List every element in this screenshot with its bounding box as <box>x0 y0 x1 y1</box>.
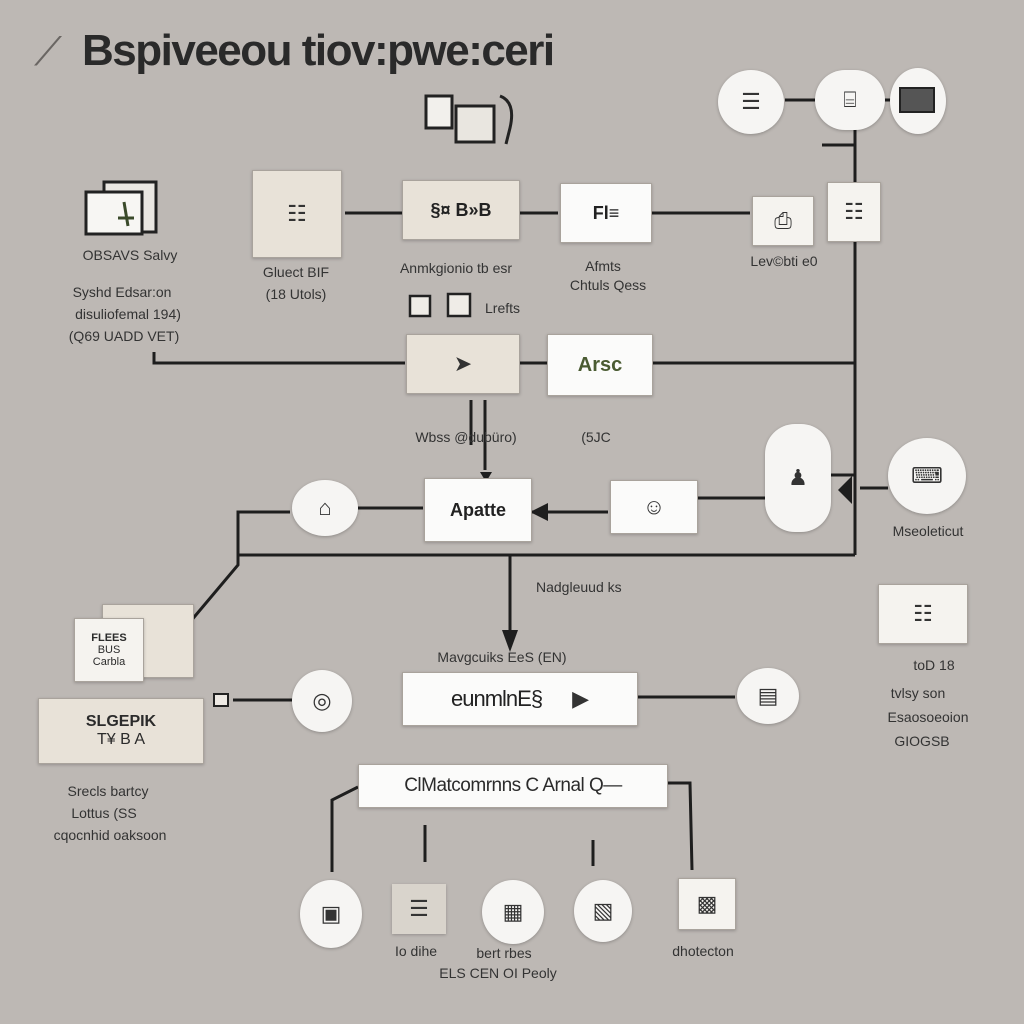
small-document-icons <box>408 292 474 318</box>
box-top-center[interactable]: §¤ B»B <box>402 180 520 240</box>
box-top-center-caption: Anmkgionio tb esr <box>399 260 513 276</box>
document-stack-icon: ☷ <box>287 201 307 226</box>
box-user-node[interactable]: ☺ <box>610 480 698 534</box>
box-top-right[interactable]: Fl≡ <box>560 183 652 243</box>
doc-stack-caption-line2: (18 Utols) <box>265 286 327 302</box>
left-beige-line3: Carbla <box>92 656 126 668</box>
node-bottom-3[interactable]: ▦ <box>482 880 544 944</box>
printer-node[interactable]: ⎙ <box>752 196 814 246</box>
bottom-caption-right: dhotecton <box>672 943 734 959</box>
server-node[interactable]: ☷ <box>827 182 881 242</box>
node-laptop[interactable]: ⌂ <box>292 480 358 536</box>
bottom-caption-left: Io dihe <box>394 943 438 959</box>
folder-icon <box>84 180 160 238</box>
right-cluster-caption-3: Esaosoeoion <box>887 709 969 725</box>
mid-right-caption: (5JC <box>581 429 611 445</box>
wide-bar-text: ClMatcomrnns C Arnal Q— <box>404 775 622 796</box>
node-camera[interactable]: ◎ <box>292 670 352 732</box>
printer-icon: ⎙ <box>774 208 792 233</box>
diagram-title: Bspiveeou tiov:pwe:ceri <box>82 26 555 75</box>
wide-bar[interactable]: ClMatcomrnns C Arnal Q— <box>358 764 668 808</box>
bottom-box-caption: Mavgcuiks EeS (EN) <box>437 649 567 665</box>
workstation-icon: ⌨ <box>911 463 943 488</box>
right-cluster-caption-4: GIOGSB <box>894 733 950 749</box>
bottom-caption-middle-2: ELS CEN OI Peoly <box>439 965 557 981</box>
center-box-text: Apatte <box>449 499 506 520</box>
bottom-box-text: eunmlnE§ <box>451 686 543 711</box>
box-mid-right-text: Arsc <box>577 353 623 376</box>
left-bottom-caption-2: Lottus (SS <box>71 805 137 821</box>
display-icon: ▣ <box>320 901 342 926</box>
bottom-box[interactable]: eunmlnE§ ▶ <box>402 672 638 726</box>
network-icon: ☷ <box>913 601 933 626</box>
box-mid-right[interactable]: Arsc <box>547 334 653 396</box>
right-cluster-caption-1: toD 18 <box>913 657 955 673</box>
box-top-right-text: Fl≡ <box>592 202 620 223</box>
folder-caption: OBSAVS Salvy <box>82 247 178 263</box>
printer-caption: Lev©bti e0 <box>750 253 818 269</box>
box-top-center-text: §¤ B»B <box>430 199 492 220</box>
monitor-icon: ☰ <box>741 89 761 114</box>
left-banner-line1: SLGEPIK <box>85 713 157 730</box>
node-bottom-5[interactable]: ▩ <box>678 878 736 930</box>
left-beige-line1: FLEES <box>91 632 127 644</box>
box-arrow-node[interactable]: ➤ <box>406 334 520 394</box>
left-banner[interactable]: SLGEPIK T¥ B A <box>38 698 204 764</box>
server-rack-icon: ☷ <box>844 199 864 224</box>
vertical-caption: Nadgleuud ks <box>536 579 622 595</box>
box-top-right-caption-line2: Chtuls Qess <box>569 277 647 293</box>
mid-left-caption: Wbss @dubüro) <box>415 429 517 445</box>
left-caption-line1: Syshd Edsar:on <box>72 284 172 300</box>
left-beige-card[interactable]: FLEES BUS Carbla <box>74 618 144 682</box>
left-bottom-caption-1: Srecls bartcy <box>67 783 149 799</box>
node-person[interactable]: ♟ <box>765 424 831 532</box>
node-monitor-right[interactable] <box>890 68 946 134</box>
right-cluster-node[interactable]: ☷ <box>878 584 968 644</box>
tablet-icon: ▧ <box>592 898 614 923</box>
archive-icon: ▩ <box>696 891 718 916</box>
document-icon <box>420 88 520 150</box>
right-mid-caption: Mseoleticut <box>892 523 964 539</box>
play-icon: ▶ <box>572 686 589 711</box>
router-icon: ▦ <box>502 899 524 924</box>
laptop-icon: ⌂ <box>318 495 332 520</box>
node-monitor-middle[interactable]: ⌸ <box>815 70 885 130</box>
bottom-caption-middle-1: bert rbes <box>476 945 532 961</box>
left-caption-line2: disuliofemal 194) <box>75 306 181 322</box>
node-bottom-4[interactable]: ▧ <box>574 880 632 942</box>
node-workstation[interactable]: ⌨ <box>888 438 966 514</box>
small-icons-caption: Lrefts <box>485 300 521 316</box>
node-storage[interactable]: ▤ <box>737 668 799 724</box>
node-monitor-left[interactable]: ☰ <box>718 70 784 134</box>
storage-icon: ▤ <box>757 683 779 708</box>
node-bottom-1[interactable]: ▣ <box>300 880 362 948</box>
doc-stack-caption-line1: Gluect BIF <box>262 264 330 280</box>
person-icon: ♟ <box>788 465 808 490</box>
arrow-icon: ➤ <box>453 351 473 376</box>
node-bottom-2[interactable]: ☰ <box>392 884 446 934</box>
left-bottom-caption-3: cqocnhid oaksoon <box>53 827 167 843</box>
user-icon: ☺ <box>642 494 666 519</box>
server-icon: ⌸ <box>843 87 857 112</box>
box-top-right-caption-line1: Afmts <box>585 258 621 274</box>
camera-icon: ◎ <box>312 688 332 713</box>
screen-icon <box>899 87 935 113</box>
left-caption-line3: (Q69 UADD VET) <box>68 328 180 344</box>
left-beige-line2: BUS <box>97 644 121 656</box>
lock-icon <box>210 688 232 710</box>
title-mark-icon: ⟋ <box>34 30 62 74</box>
right-cluster-caption-2: tvlsy son <box>890 685 946 701</box>
center-box[interactable]: Apatte <box>424 478 532 542</box>
left-banner-line2: T¥ B A <box>96 731 146 748</box>
files-icon: ☰ <box>409 896 429 921</box>
document-stack-node[interactable]: ☷ <box>252 170 342 258</box>
